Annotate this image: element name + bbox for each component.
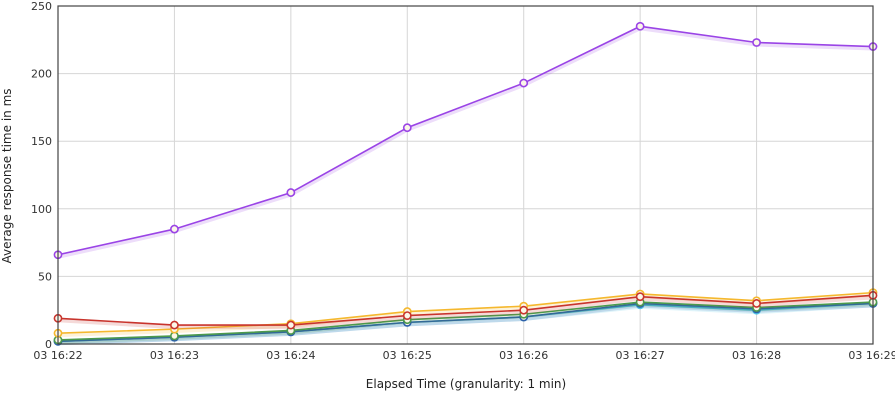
series-line-shadow [57,295,874,330]
data-point [635,292,645,302]
y-tick-label: 150 [31,135,52,148]
data-point [519,78,529,88]
series-line [57,294,874,326]
data-point [170,224,179,234]
series-line-shadow [57,303,874,346]
series-line [57,302,874,343]
plot-area [58,6,873,344]
series-line-shadow [57,302,874,344]
data-point [635,21,645,31]
x-tick-label: 03 16:22 [33,349,82,362]
series-2 [53,290,878,330]
y-axis-title: Average response time in ms [0,88,14,263]
x-tick-label: 03 16:27 [616,349,665,362]
series-line [57,25,874,256]
y-tick-label: 200 [31,68,52,81]
data-point [286,320,296,330]
series-line-shadow [57,303,874,346]
plot-border [57,5,874,345]
data-point [170,320,179,330]
y-tick-label: 100 [31,203,52,216]
series-line-shadow [57,26,874,259]
data-point [402,123,412,133]
x-axis-title: Elapsed Time (granularity: 1 min) [366,377,566,391]
data-point [519,305,529,315]
y-tick-label: 0 [45,338,52,351]
series-layer [53,21,878,346]
series-line [57,301,874,341]
x-tick-label: 03 16:25 [383,349,432,362]
y-tick-label: 50 [38,270,52,283]
x-tick-label: 03 16:29 [848,349,895,362]
x-tick-label: 03 16:23 [150,349,199,362]
data-point [752,299,761,308]
x-tick-label: 03 16:26 [499,349,548,362]
y-tick-label: 250 [31,0,52,13]
data-point [286,188,296,197]
x-tick-label: 03 16:24 [266,349,315,362]
grid [57,5,874,345]
series-line [57,291,874,334]
axes: 0 50 100 150 200 250 03 16:22 03 16:23 03 16:24 0… [31,0,895,362]
data-point [402,311,412,321]
data-point [752,38,761,47]
x-tick-label: 03 16:28 [732,349,781,362]
